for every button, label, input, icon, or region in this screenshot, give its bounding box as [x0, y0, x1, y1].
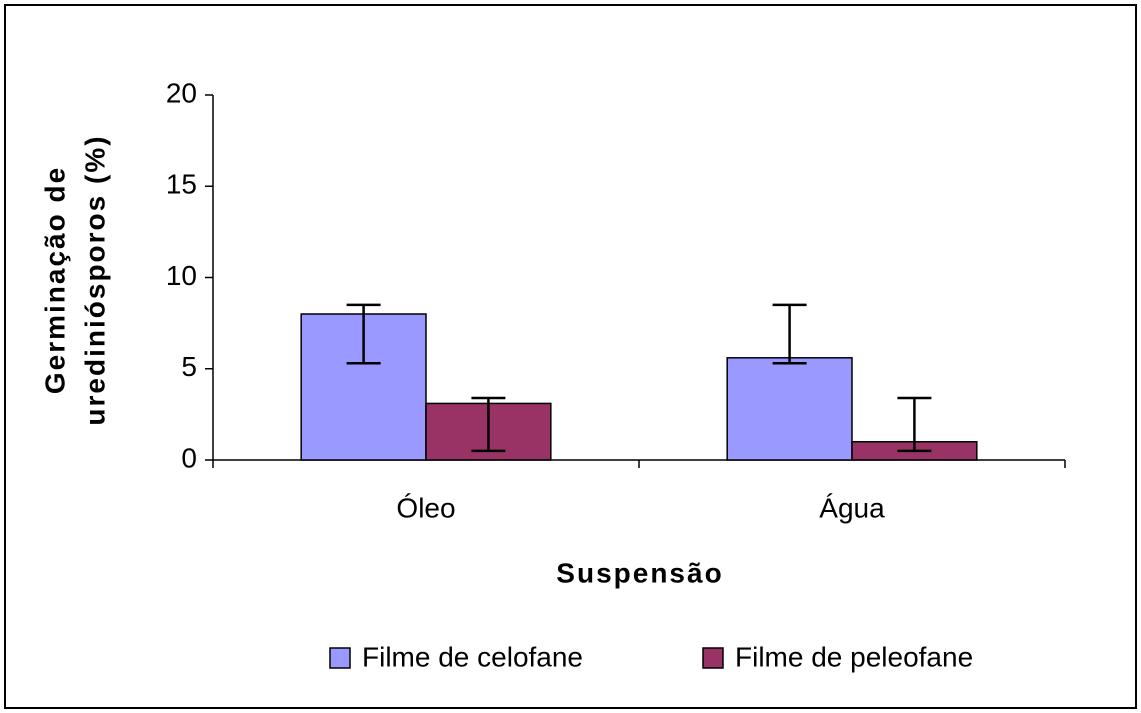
legend-swatch — [329, 647, 351, 669]
error-bar — [897, 396, 932, 453]
y-axis-title: Germinação de — [39, 166, 70, 394]
chart-frame — [4, 4, 1137, 709]
bar — [726, 357, 853, 461]
legend-label: Filme de celofane — [362, 641, 583, 672]
x-tick-label: Água — [819, 492, 885, 523]
legend-label: Filme de peleofane — [735, 641, 973, 672]
error-bar — [471, 396, 506, 453]
y-tick-label: 15 — [166, 169, 197, 200]
error-bar — [772, 303, 807, 365]
y-tick-label: 10 — [166, 260, 197, 291]
y-axis-title: urediniósporos (%) — [79, 134, 110, 425]
y-tick-label: 20 — [166, 77, 197, 108]
y-tick-label: 5 — [181, 351, 197, 382]
error-bar — [346, 303, 381, 365]
x-axis-title: Suspensão — [556, 557, 723, 588]
y-tick-label: 0 — [181, 442, 197, 473]
legend-swatch — [702, 647, 724, 669]
x-tick-label: Óleo — [396, 492, 455, 523]
